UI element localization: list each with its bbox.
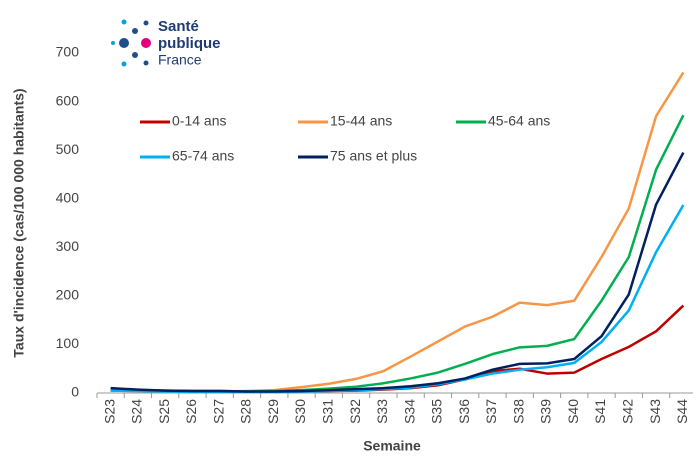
x-tick-label: S37 — [483, 399, 499, 424]
legend-label: 45-64 ans — [488, 113, 550, 129]
x-tick-label: S35 — [429, 399, 445, 424]
logo-dot — [132, 28, 138, 34]
x-tick-label: S26 — [183, 399, 199, 424]
x-axis-title: Semaine — [363, 438, 421, 454]
legend-label: 75 ans et plus — [330, 148, 417, 164]
x-tick-label: S33 — [374, 399, 390, 424]
x-tick-label: S40 — [565, 399, 581, 424]
x-tick-label: S39 — [538, 399, 554, 424]
logo-dot — [141, 38, 151, 48]
x-tick-label: S27 — [210, 399, 226, 424]
logo-dot — [121, 19, 127, 25]
x-tick-label: S25 — [156, 399, 172, 424]
y-axis-title: Taux d'incidence (cas/100 000 habitants) — [11, 88, 27, 357]
legend-label: 15-44 ans — [330, 113, 392, 129]
x-tick-label: S38 — [510, 399, 526, 424]
logo-dot — [143, 20, 149, 26]
legend-label: 65-74 ans — [172, 148, 234, 164]
x-tick-label: S42 — [620, 399, 636, 424]
x-tick-label: S41 — [592, 399, 608, 424]
y-tick-label: 500 — [56, 141, 80, 157]
series-line — [110, 304, 685, 393]
x-tick-label: S36 — [456, 399, 472, 424]
series-line — [110, 151, 685, 393]
logo-text: publique — [158, 35, 221, 52]
logo-dot — [111, 41, 115, 45]
x-tick-label: S44 — [674, 399, 690, 424]
x-tick-label: S31 — [320, 399, 336, 424]
logo-dot — [132, 52, 138, 58]
x-tick-label: S34 — [401, 399, 417, 424]
x-tick-label: S32 — [347, 399, 363, 424]
logo-dot — [119, 38, 129, 48]
y-tick-label: 0 — [71, 384, 79, 400]
x-tick-label: S43 — [647, 399, 663, 424]
logo-text: Santé — [158, 18, 199, 35]
y-tick-label: 600 — [56, 92, 80, 108]
y-tick-label: 200 — [56, 287, 80, 303]
logo-dot — [121, 61, 127, 67]
y-tick-label: 700 — [56, 44, 80, 60]
y-tick-label: 300 — [56, 238, 80, 254]
legend-label: 0-14 ans — [172, 113, 226, 129]
x-tick-label: S29 — [265, 399, 281, 424]
logo-text: France — [158, 52, 202, 68]
logo: Santé publique France — [111, 18, 221, 68]
logo-dot — [143, 60, 149, 66]
y-tick-label: 100 — [56, 335, 80, 351]
y-tick-label: 400 — [56, 189, 80, 205]
x-tick-label: S30 — [292, 399, 308, 424]
x-tick-label: S28 — [238, 399, 254, 424]
x-tick-label: S23 — [101, 399, 117, 424]
x-tick-label: S24 — [129, 399, 145, 424]
